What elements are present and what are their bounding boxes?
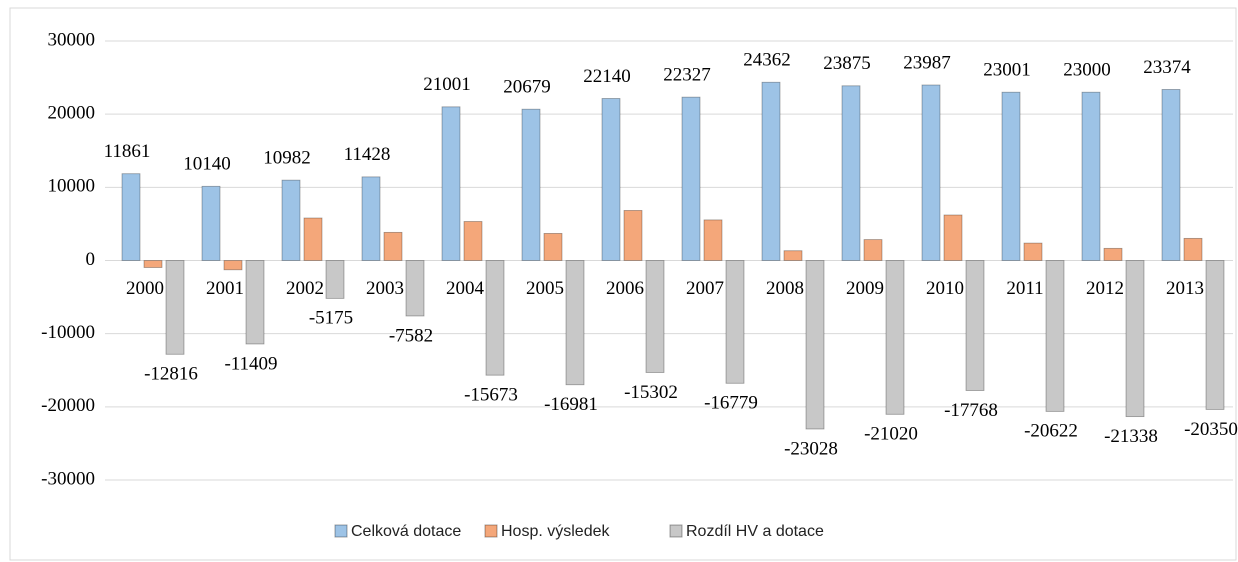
bar (565, 260, 585, 386)
bar (681, 96, 701, 261)
data-label: 23000 (1063, 60, 1111, 81)
data-label: -16779 (704, 393, 758, 414)
bar (121, 173, 141, 261)
bar (805, 260, 825, 430)
y-tick-label: -20000 (41, 395, 95, 416)
x-tick-label: 2006 (606, 278, 644, 299)
bar (441, 106, 461, 261)
bar (485, 260, 505, 376)
data-label: 23374 (1143, 57, 1191, 78)
data-label: -15673 (464, 385, 518, 406)
data-label: 20679 (503, 77, 551, 98)
data-label: -23028 (784, 438, 838, 459)
bar (841, 85, 861, 261)
y-tick-label: -30000 (41, 468, 95, 489)
data-label: -5175 (309, 308, 353, 329)
bar (245, 260, 265, 345)
y-tick-label: 0 (86, 249, 96, 270)
bar (1103, 247, 1123, 261)
x-tick-label: 2013 (1166, 278, 1204, 299)
bar (703, 219, 723, 261)
legend-label: Hosp. výsledek (501, 523, 610, 540)
bar (783, 250, 803, 261)
x-tick-label: 2002 (286, 278, 324, 299)
data-label: -12816 (144, 364, 198, 385)
data-label: -17768 (944, 400, 998, 421)
bar (1205, 260, 1225, 410)
bar (1023, 242, 1043, 261)
bar (1183, 237, 1203, 261)
data-label: -16981 (544, 394, 598, 415)
data-label: 21001 (423, 74, 471, 95)
x-tick-label: 2004 (446, 278, 485, 299)
x-tick-label: 2000 (126, 278, 164, 299)
bar (521, 108, 541, 261)
bar (223, 260, 243, 271)
bar (143, 260, 163, 268)
y-tick-label: -10000 (41, 322, 95, 343)
bar (921, 84, 941, 261)
x-tick-label: 2008 (766, 278, 804, 299)
data-label: -15302 (624, 382, 678, 403)
bar (965, 260, 985, 391)
bar (943, 214, 963, 261)
bar (761, 81, 781, 261)
bar (463, 221, 483, 261)
bar (863, 239, 883, 261)
data-label: -7582 (389, 325, 433, 346)
data-label: 11861 (104, 141, 151, 162)
legend-swatch (334, 524, 348, 538)
data-label: -11409 (224, 353, 277, 374)
x-tick-label: 2011 (1006, 278, 1043, 299)
bar (281, 179, 301, 261)
x-tick-label: 2003 (366, 278, 404, 299)
data-label: 23987 (903, 52, 951, 73)
data-label: -21020 (864, 424, 918, 445)
legend-label: Celková dotace (351, 523, 461, 540)
x-tick-label: 2001 (206, 278, 244, 299)
bar (1161, 89, 1181, 261)
data-label: -21338 (1104, 426, 1158, 447)
bar (325, 260, 345, 299)
data-label: 10140 (183, 154, 231, 175)
bar (361, 176, 381, 261)
bar (623, 210, 643, 261)
x-tick-label: 2007 (686, 278, 724, 299)
x-tick-label: 2005 (526, 278, 564, 299)
chart-border (9, 7, 1237, 561)
x-tick-label: 2010 (926, 278, 964, 299)
data-label: 22140 (583, 66, 631, 87)
legend-swatch (669, 524, 683, 538)
data-label: 23001 (983, 60, 1031, 81)
data-label: 11428 (344, 144, 391, 165)
y-tick-label: 10000 (48, 176, 96, 197)
bar (543, 233, 563, 261)
bar (601, 98, 621, 261)
data-label: -20350 (1184, 419, 1238, 440)
y-tick-label: 30000 (48, 29, 96, 50)
bar (1125, 260, 1145, 418)
bar (885, 260, 905, 415)
bar (201, 185, 221, 261)
bar (303, 217, 323, 261)
bar (1081, 91, 1101, 261)
data-label: 10982 (263, 148, 311, 169)
bar (1001, 91, 1021, 261)
data-label: 24362 (743, 50, 791, 71)
x-tick-label: 2012 (1086, 278, 1124, 299)
legend-swatch (484, 524, 498, 538)
legend-label: Rozdíl HV a dotace (686, 523, 824, 540)
bar (383, 231, 403, 261)
bar (645, 260, 665, 373)
x-tick-label: 2009 (846, 278, 884, 299)
data-label: 23875 (823, 53, 871, 74)
y-tick-label: 20000 (48, 103, 96, 124)
bar (165, 260, 185, 355)
data-label: -20622 (1024, 421, 1078, 442)
data-label: 22327 (663, 65, 711, 86)
bar (405, 260, 425, 317)
bar (725, 260, 745, 384)
bar (1045, 260, 1065, 412)
